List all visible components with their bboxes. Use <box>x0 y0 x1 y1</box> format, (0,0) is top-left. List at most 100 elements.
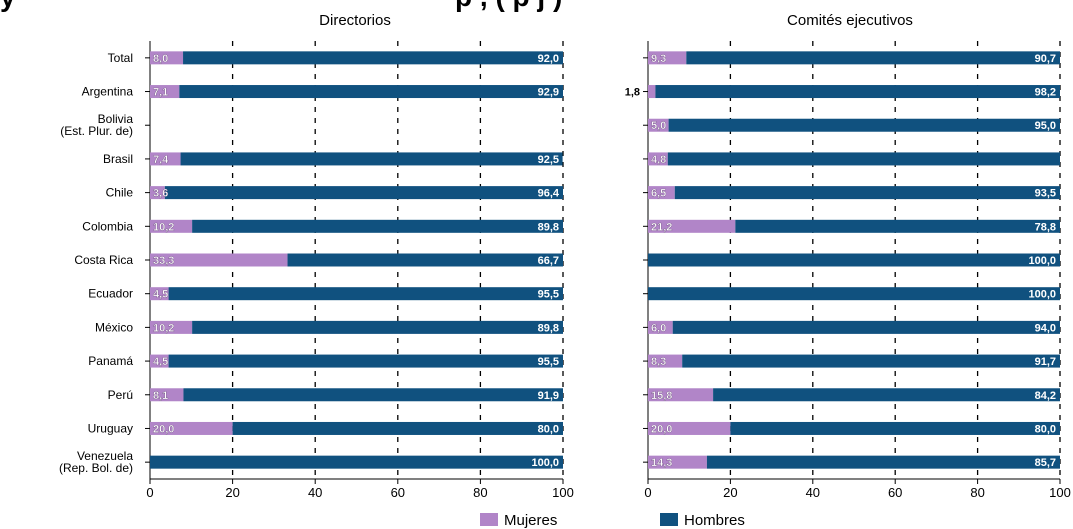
category-label-line: Total <box>108 51 133 65</box>
bar-mujeres <box>150 219 193 233</box>
data-label-hombres: 90,7 <box>1035 53 1056 65</box>
bar-mujeres <box>150 354 169 368</box>
data-label-mujeres: 14,3 <box>651 457 672 469</box>
category-label-line: Perú <box>108 388 133 402</box>
bar-hombres <box>682 354 1060 368</box>
bar-mujeres <box>648 219 736 233</box>
data-label-mujeres: 8,0 <box>153 53 168 65</box>
panel-directorios: 0 20 40 60 80 100 8,0 92,0 7,1 92,9 7,4 92,5 3,6 96,4… <box>145 41 574 500</box>
data-label-hombres: 80,0 <box>538 423 559 435</box>
bar-mujeres <box>150 152 181 166</box>
data-label-mujeres: 1,8 <box>625 87 640 99</box>
bar-hombres <box>713 388 1060 402</box>
data-label-hombres: 98,2 <box>1035 87 1056 99</box>
data-label-mujeres: 6,5 <box>651 188 666 200</box>
bar-hombres <box>686 51 1060 65</box>
data-label-hombres: 96,4 <box>538 188 560 200</box>
category-label-line: Panamá <box>88 354 133 368</box>
bar-hombres <box>672 320 1060 334</box>
data-label-hombres: 78,8 <box>1035 221 1056 233</box>
category-label-line: Venezuela <box>77 449 133 463</box>
bar-mujeres <box>648 152 668 166</box>
x-tick-label: 100 <box>552 485 574 500</box>
data-label-mujeres: 21,2 <box>651 221 672 233</box>
data-label-hombres: 91,9 <box>538 390 559 402</box>
bar-mujeres <box>150 421 233 435</box>
data-label-hombres: 91,7 <box>1035 356 1056 368</box>
category-label: Total <box>108 51 133 65</box>
category-labels: Total Argentina Bolivia (Est. Plur. de) Bras… <box>59 51 133 475</box>
bar-hombres <box>179 85 563 99</box>
data-label-mujeres: 4,5 <box>153 289 168 301</box>
x-tick-label: 20 <box>723 485 737 500</box>
bar-mujeres <box>150 388 184 402</box>
bar-hombres <box>735 219 1060 233</box>
data-label-hombres: 92,9 <box>538 87 559 99</box>
bar-hombres <box>164 186 564 200</box>
data-label-mujeres: 8,3 <box>651 356 666 368</box>
bar-mujeres <box>648 118 669 132</box>
bar-hombres <box>706 455 1060 469</box>
data-label-mujeres: 33,3 <box>153 255 174 267</box>
category-label: Argentina <box>82 85 134 99</box>
data-label-hombres: 84,2 <box>1035 390 1056 402</box>
bar-hombres <box>648 287 1060 301</box>
category-label-line: Argentina <box>82 85 134 99</box>
data-label-hombres: 93,5 <box>1035 188 1056 200</box>
bar-mujeres <box>648 85 656 99</box>
bar-hombres <box>655 85 1060 99</box>
data-label-hombres: 100,0 <box>531 457 559 469</box>
bar-hombres <box>183 388 563 402</box>
category-label-line: (Rep. Bol. de) <box>59 461 133 475</box>
category-label-line: Bolivia <box>98 112 134 126</box>
bar-mujeres <box>648 186 675 200</box>
data-label-hombres: 95,5 <box>538 356 559 368</box>
bar-hombres <box>667 152 1060 166</box>
data-label-mujeres: 10,2 <box>153 322 174 334</box>
bar-hombres <box>180 152 563 166</box>
x-tick-label: 60 <box>888 485 902 500</box>
bar-mujeres <box>150 85 180 99</box>
bar-mujeres <box>150 320 193 334</box>
category-label: Brasil <box>103 152 133 166</box>
x-tick-label: 60 <box>391 485 405 500</box>
data-label-hombres: 92,5 <box>538 154 559 166</box>
category-label: Bolivia (Est. Plur. de) <box>60 112 133 138</box>
bar-hombres <box>150 455 563 469</box>
chart-title-partial: y <box>0 0 16 12</box>
data-label-hombres: 100,0 <box>1028 255 1056 267</box>
data-label-mujeres: 20,0 <box>651 423 672 435</box>
bar-hombres <box>648 253 1060 267</box>
data-label-hombres: 89,8 <box>538 221 559 233</box>
data-label-mujeres: 5,0 <box>651 120 666 132</box>
legend-swatch-mujeres <box>480 513 498 526</box>
x-tick-label: 40 <box>308 485 322 500</box>
bar-hombres <box>674 186 1060 200</box>
legend-swatch-hombres <box>660 513 678 526</box>
data-label-mujeres: 15,8 <box>651 390 672 402</box>
x-tick-label: 40 <box>806 485 820 500</box>
category-label: México <box>95 320 133 334</box>
data-label-hombres: 94,0 <box>1035 322 1056 334</box>
data-label-mujeres: 9,3 <box>651 53 666 65</box>
data-label-mujeres: 7,1 <box>153 87 168 99</box>
data-label-mujeres: 20,0 <box>153 423 174 435</box>
legend: Mujeres Hombres <box>480 512 745 529</box>
bar-mujeres <box>150 287 169 301</box>
category-label-line: México <box>95 320 133 334</box>
category-label-line: (Est. Plur. de) <box>60 124 133 138</box>
category-label: Venezuela (Rep. Bol. de) <box>59 449 133 475</box>
x-tick-label: 20 <box>225 485 239 500</box>
category-label: Colombia <box>82 219 133 233</box>
category-label: Uruguay <box>88 421 133 435</box>
bar-mujeres <box>648 320 673 334</box>
bar-mujeres <box>150 51 184 65</box>
x-tick-label: 0 <box>146 485 153 500</box>
data-label-hombres: 100,0 <box>1028 289 1056 301</box>
category-label-line: Uruguay <box>88 421 133 435</box>
data-label-hombres: 85,7 <box>1035 457 1056 469</box>
category-label: Perú <box>108 388 133 402</box>
legend-label-hombres: Hombres <box>684 512 745 529</box>
bar-hombres <box>168 287 563 301</box>
